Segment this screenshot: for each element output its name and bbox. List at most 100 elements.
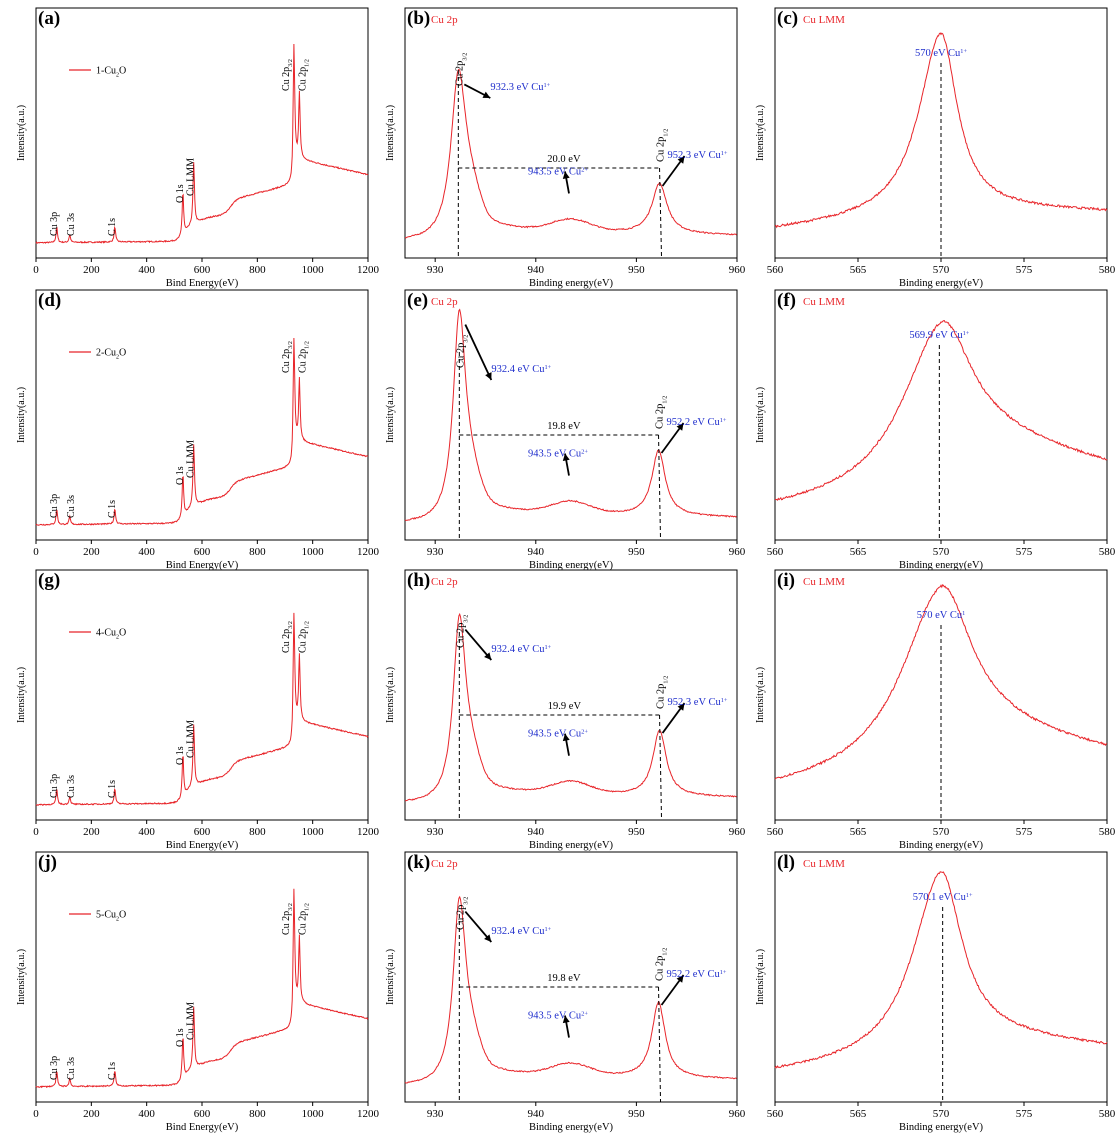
spectrum-line xyxy=(35,337,369,526)
annotation-arrowhead xyxy=(484,652,492,660)
peak-annotation: 570.1 eV Cu1+ xyxy=(913,892,973,904)
peak-annotation: 932.4 eV Cu1+ xyxy=(491,364,551,376)
panel-label: (i) xyxy=(777,570,795,591)
x-tick-label: 200 xyxy=(83,826,100,838)
x-tick-label: 600 xyxy=(194,546,211,558)
x-tick-label: 1200 xyxy=(357,546,380,558)
annotation-arrowhead xyxy=(677,155,685,164)
peak-annotation: 943.5 eV Cu2+ xyxy=(528,166,588,178)
peak-label: Cu 2p1/2 xyxy=(655,948,669,981)
panel-title: Cu 2p xyxy=(431,296,458,308)
panel-l: 560 565 570 575 580 Binding energy(eV) Intensi… xyxy=(755,851,1116,1133)
peak-annotation: 952.3 eV Cu1+ xyxy=(668,697,728,709)
x-tick-label: 575 xyxy=(1016,546,1033,558)
panel-title: Cu 2p xyxy=(431,576,458,588)
y-axis-label: Intensity(a.u.) xyxy=(755,387,766,443)
panel-c: 560 565 570 575 580 Binding energy(eV) Intensi… xyxy=(755,7,1116,289)
x-tick-label: 560 xyxy=(767,264,784,276)
x-tick-label: 575 xyxy=(1016,264,1033,276)
x-tick-label: 0 xyxy=(33,264,39,276)
peak-label: Cu 2p3/2 xyxy=(281,621,294,653)
peak-label: Cu 2p1/2 xyxy=(297,903,310,935)
peak-label: Cu 3p xyxy=(49,1056,60,1080)
panel-label: (b) xyxy=(407,8,430,29)
x-tick-label: 580 xyxy=(1099,546,1116,558)
spectrum-line xyxy=(35,612,369,806)
x-tick-label: 580 xyxy=(1099,826,1116,838)
panel-title: Cu LMM xyxy=(803,576,845,588)
peak-label: Cu 3p xyxy=(49,212,60,236)
annotation-arrow xyxy=(464,324,493,381)
plot-frame xyxy=(774,851,1108,1103)
panel-label: (c) xyxy=(777,8,798,29)
legend-label: 1-Cu2O xyxy=(96,66,126,79)
peak-label: Cu LMM xyxy=(186,440,197,478)
peak-label: Cu 3p xyxy=(49,774,60,798)
peak-label: Cu 2p3/2 xyxy=(455,897,469,930)
x-tick-label: 570 xyxy=(933,264,950,276)
splitting-label: 20.0 eV xyxy=(547,154,581,165)
peak-label: Cu 2p3/2 xyxy=(281,59,294,91)
peak-label: Cu 3s xyxy=(66,213,77,236)
x-axis-label: Binding energy(eV) xyxy=(529,278,614,289)
x-tick-label: 565 xyxy=(850,546,867,558)
plot-frame xyxy=(404,7,738,259)
x-tick-label: 0 xyxy=(33,826,39,838)
x-axis-label: Bind Energy(eV) xyxy=(166,840,239,851)
x-tick-label: 950 xyxy=(628,826,645,838)
peak-label: C 1s xyxy=(107,218,118,236)
panel-label: (g) xyxy=(38,570,60,591)
spectrum-line xyxy=(774,32,1108,229)
x-tick-label: 0 xyxy=(33,1108,39,1120)
y-axis-label: Intensity(a.u.) xyxy=(385,667,396,723)
panel-i: 560 565 570 575 580 Binding energy(eV) Intensi… xyxy=(755,569,1116,851)
x-tick-label: 940 xyxy=(528,1108,545,1120)
x-tick-label: 960 xyxy=(729,264,746,276)
plot-frame xyxy=(35,289,369,541)
peak-label: Cu LMM xyxy=(186,720,197,758)
annotation-arrowhead xyxy=(562,1015,570,1024)
panel-title: Cu LMM xyxy=(803,858,845,870)
x-tick-label: 400 xyxy=(138,1108,155,1120)
peak-marker-line xyxy=(658,434,662,541)
x-tick-label: 950 xyxy=(628,264,645,276)
panel-b: 930 940 950 960 Binding energy(eV) Intensity(… xyxy=(385,7,746,289)
x-tick-label: 600 xyxy=(194,826,211,838)
y-axis-label: Intensity(a.u.) xyxy=(16,105,27,161)
peak-marker-line xyxy=(658,987,662,1103)
annotation-arrowhead xyxy=(562,453,570,462)
x-tick-label: 800 xyxy=(249,546,266,558)
panel-e: 930 940 950 960 Binding energy(eV) Intensity(… xyxy=(385,289,746,571)
x-tick-label: 560 xyxy=(767,1108,784,1120)
x-tick-label: 580 xyxy=(1099,1108,1116,1120)
splitting-label: 19.8 eV xyxy=(547,973,581,984)
x-axis-label: Binding energy(eV) xyxy=(899,278,984,289)
plot-frame xyxy=(404,289,738,541)
x-tick-label: 1200 xyxy=(357,264,380,276)
x-tick-label: 575 xyxy=(1016,1108,1033,1120)
plot-frame xyxy=(404,851,738,1103)
x-tick-label: 800 xyxy=(249,826,266,838)
panel-label: (h) xyxy=(407,570,430,591)
x-tick-label: 565 xyxy=(850,826,867,838)
peak-label: Cu 3s xyxy=(66,1057,77,1080)
spectrum-line xyxy=(774,583,1108,780)
x-tick-label: 570 xyxy=(933,546,950,558)
spectrum-line xyxy=(35,888,369,1089)
peak-label: C 1s xyxy=(107,500,118,518)
peak-label: Cu 3s xyxy=(66,775,77,798)
legend-label: 5-Cu2O xyxy=(96,910,126,923)
y-axis-label: Intensity(a.u.) xyxy=(16,667,27,723)
spectrum-line xyxy=(404,308,737,521)
peak-marker-line xyxy=(659,715,663,821)
panel-title: Cu LMM xyxy=(803,296,845,308)
peak-annotation: 943.5 eV Cu2+ xyxy=(528,728,588,740)
spectrum-line xyxy=(404,68,737,239)
x-tick-label: 960 xyxy=(729,826,746,838)
x-axis-label: Binding energy(eV) xyxy=(899,1122,984,1133)
x-tick-label: 600 xyxy=(194,1108,211,1120)
peak-label: C 1s xyxy=(107,1062,118,1080)
y-axis-label: Intensity(a.u.) xyxy=(385,387,396,443)
plot-frame xyxy=(774,289,1108,541)
panel-h: 930 940 950 960 Binding energy(eV) Intensity(… xyxy=(385,569,746,851)
